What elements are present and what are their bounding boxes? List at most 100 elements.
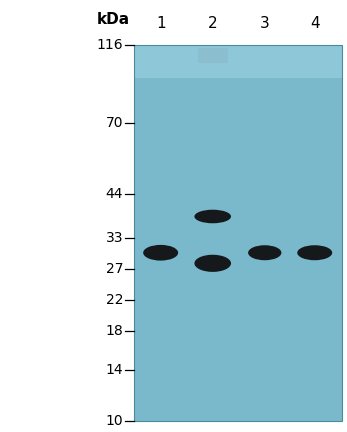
- Bar: [134, 106, 342, 111]
- Bar: [134, 168, 342, 172]
- Bar: [134, 243, 342, 248]
- Bar: [134, 356, 342, 360]
- Bar: [134, 412, 342, 416]
- Text: 3: 3: [260, 16, 270, 31]
- Bar: [134, 346, 342, 351]
- Bar: [134, 158, 342, 163]
- Bar: [134, 276, 342, 280]
- Bar: [134, 248, 342, 252]
- Text: 22: 22: [106, 293, 123, 307]
- Bar: [134, 229, 342, 233]
- Bar: [134, 398, 342, 403]
- Bar: [134, 181, 342, 186]
- Bar: [134, 337, 342, 341]
- Bar: [134, 360, 342, 365]
- Bar: [134, 144, 342, 149]
- Bar: [134, 102, 342, 106]
- Bar: [134, 351, 342, 356]
- Bar: [134, 125, 342, 130]
- Bar: [134, 261, 342, 266]
- Bar: [134, 116, 342, 121]
- Bar: [134, 280, 342, 285]
- Bar: [134, 172, 342, 177]
- Text: 2: 2: [208, 16, 218, 31]
- Bar: [134, 92, 342, 97]
- Text: 4: 4: [310, 16, 320, 31]
- Bar: [134, 341, 342, 346]
- Bar: [134, 313, 342, 318]
- Bar: [134, 388, 342, 393]
- Text: 27: 27: [106, 262, 123, 276]
- Bar: [134, 393, 342, 398]
- Text: 10: 10: [105, 414, 123, 428]
- Text: 44: 44: [106, 187, 123, 201]
- Bar: [134, 271, 342, 276]
- Bar: [134, 200, 342, 205]
- Bar: [134, 318, 342, 323]
- Bar: [134, 191, 342, 196]
- Bar: [134, 205, 342, 210]
- Text: kDa: kDa: [97, 12, 130, 27]
- Bar: [134, 45, 342, 421]
- Bar: [134, 73, 342, 78]
- Bar: [134, 407, 342, 412]
- Bar: [134, 196, 342, 200]
- Bar: [134, 121, 342, 125]
- Ellipse shape: [194, 210, 231, 223]
- Ellipse shape: [194, 255, 231, 272]
- Bar: [134, 299, 342, 304]
- Bar: [134, 365, 342, 369]
- Bar: [134, 186, 342, 191]
- Text: 116: 116: [96, 38, 123, 52]
- Bar: [134, 149, 342, 153]
- Bar: [134, 83, 342, 88]
- Bar: [134, 327, 342, 332]
- Bar: [134, 219, 342, 224]
- Text: 70: 70: [106, 116, 123, 130]
- Bar: [134, 111, 342, 116]
- Bar: [134, 135, 342, 139]
- Bar: [134, 252, 342, 257]
- Bar: [134, 88, 342, 92]
- Bar: [134, 384, 342, 388]
- Bar: [134, 266, 342, 271]
- Bar: [134, 294, 342, 299]
- Bar: [134, 163, 342, 168]
- Bar: [134, 153, 342, 158]
- Text: 1: 1: [156, 16, 166, 31]
- Bar: [134, 64, 342, 69]
- Bar: [134, 257, 342, 261]
- Bar: [134, 403, 342, 407]
- Text: 33: 33: [106, 231, 123, 245]
- Bar: [134, 210, 342, 214]
- Text: 18: 18: [105, 324, 123, 338]
- Ellipse shape: [248, 245, 281, 260]
- Bar: [134, 304, 342, 308]
- Bar: [134, 215, 342, 219]
- Bar: [134, 55, 342, 60]
- Bar: [134, 50, 342, 55]
- Bar: [134, 130, 342, 135]
- Bar: [134, 374, 342, 379]
- Bar: [134, 238, 342, 243]
- Bar: [134, 332, 342, 337]
- Bar: [134, 308, 342, 313]
- Bar: [198, 48, 228, 63]
- Bar: [134, 233, 342, 238]
- Bar: [134, 97, 342, 102]
- Bar: [134, 416, 342, 421]
- Bar: [134, 289, 342, 294]
- Bar: [134, 177, 342, 181]
- Ellipse shape: [143, 245, 178, 260]
- Bar: [134, 285, 342, 290]
- Bar: [134, 323, 342, 327]
- Bar: [134, 369, 342, 374]
- Bar: [134, 379, 342, 384]
- Bar: [134, 139, 342, 144]
- Bar: [134, 45, 342, 50]
- Bar: [134, 60, 342, 64]
- Bar: [134, 78, 342, 83]
- Ellipse shape: [297, 245, 332, 260]
- Bar: [134, 69, 342, 73]
- Bar: [134, 224, 342, 229]
